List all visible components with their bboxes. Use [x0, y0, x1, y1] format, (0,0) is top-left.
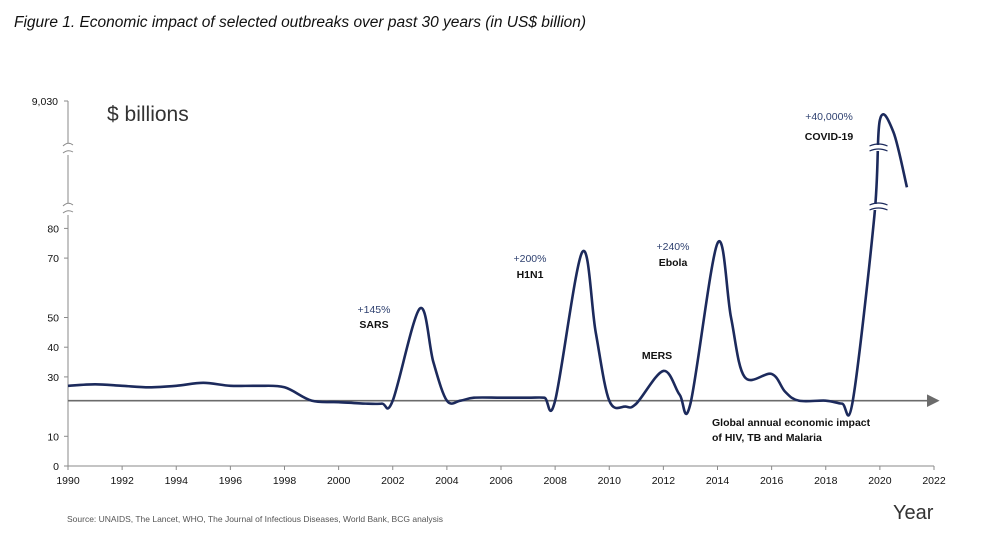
annotation-pct-sars: +145%: [358, 304, 391, 316]
y-top-label: 9,030: [32, 96, 58, 108]
x-tick-label: 2006: [489, 475, 513, 487]
x-tick-label: 2022: [922, 475, 946, 487]
y-axis-title: $ billions: [107, 103, 189, 126]
axis-break-mark: [62, 142, 74, 147]
covid-break-mark-lower: [869, 202, 888, 206]
x-tick-label: 2008: [543, 475, 567, 487]
x-tick-label: 2016: [760, 475, 784, 487]
series-line-economic-impact: [67, 113, 909, 417]
annotation-label-ebola: Ebola: [659, 257, 688, 269]
annotation-pct-h1n1: +200%: [514, 253, 547, 265]
annotation-pct-ebola: +240%: [657, 241, 690, 253]
source-note: Source: UNAIDS, The Lancet, WHO, The Jou…: [67, 514, 444, 524]
x-tick-label: 2020: [868, 475, 892, 487]
x-tick-label: 2004: [435, 475, 459, 487]
x-tick-label: 1994: [165, 475, 189, 487]
x-tick-label: 1990: [56, 475, 80, 487]
x-tick-label: 1996: [219, 475, 243, 487]
y-tick-label: 80: [47, 223, 59, 235]
x-tick-label: 2018: [814, 475, 838, 487]
x-tick-label: 2010: [598, 475, 622, 487]
axis-break-mark: [62, 202, 74, 207]
annotation-label-h1n1: H1N1: [517, 269, 544, 281]
y-tick-label: 50: [47, 313, 59, 325]
covid-break-mark-upper: [869, 143, 888, 147]
y-tick-label: 40: [47, 342, 59, 354]
covid-break-mark-upper-gap: [869, 145, 888, 151]
annotation-label-covid-19: COVID-19: [805, 131, 854, 143]
baseline-label-line1: Global annual economic impact: [712, 417, 871, 429]
x-tick-label: 2000: [327, 475, 351, 487]
x-tick-label: 2014: [706, 475, 730, 487]
baseline-label-line2: of HIV, TB and Malaria: [712, 432, 822, 444]
x-tick-label: 1998: [273, 475, 297, 487]
y-tick-label: 70: [47, 253, 59, 265]
annotation-label-sars: SARS: [359, 319, 388, 331]
covid-break-mark-lower: [869, 207, 888, 211]
annotation-pct-covid-19: +40,000%: [805, 111, 853, 123]
x-tick-label: 1992: [110, 475, 134, 487]
covid-break-mark-upper: [869, 148, 888, 152]
y-tick-label: 30: [47, 372, 59, 384]
axis-break-mark: [62, 210, 74, 214]
x-axis-title: Year: [893, 502, 934, 524]
annotation-label-mers: MERS: [642, 350, 672, 362]
x-tick-label: 2012: [652, 475, 676, 487]
x-tick-label: 2002: [381, 475, 405, 487]
figure-title: Figure 1. Economic impact of selected ou…: [14, 14, 587, 31]
covid-break-mark-lower-gap: [869, 204, 888, 210]
axis-break-mark: [62, 150, 74, 154]
y-tick-label: 10: [47, 431, 59, 443]
y-tick-label: 0: [53, 461, 59, 473]
